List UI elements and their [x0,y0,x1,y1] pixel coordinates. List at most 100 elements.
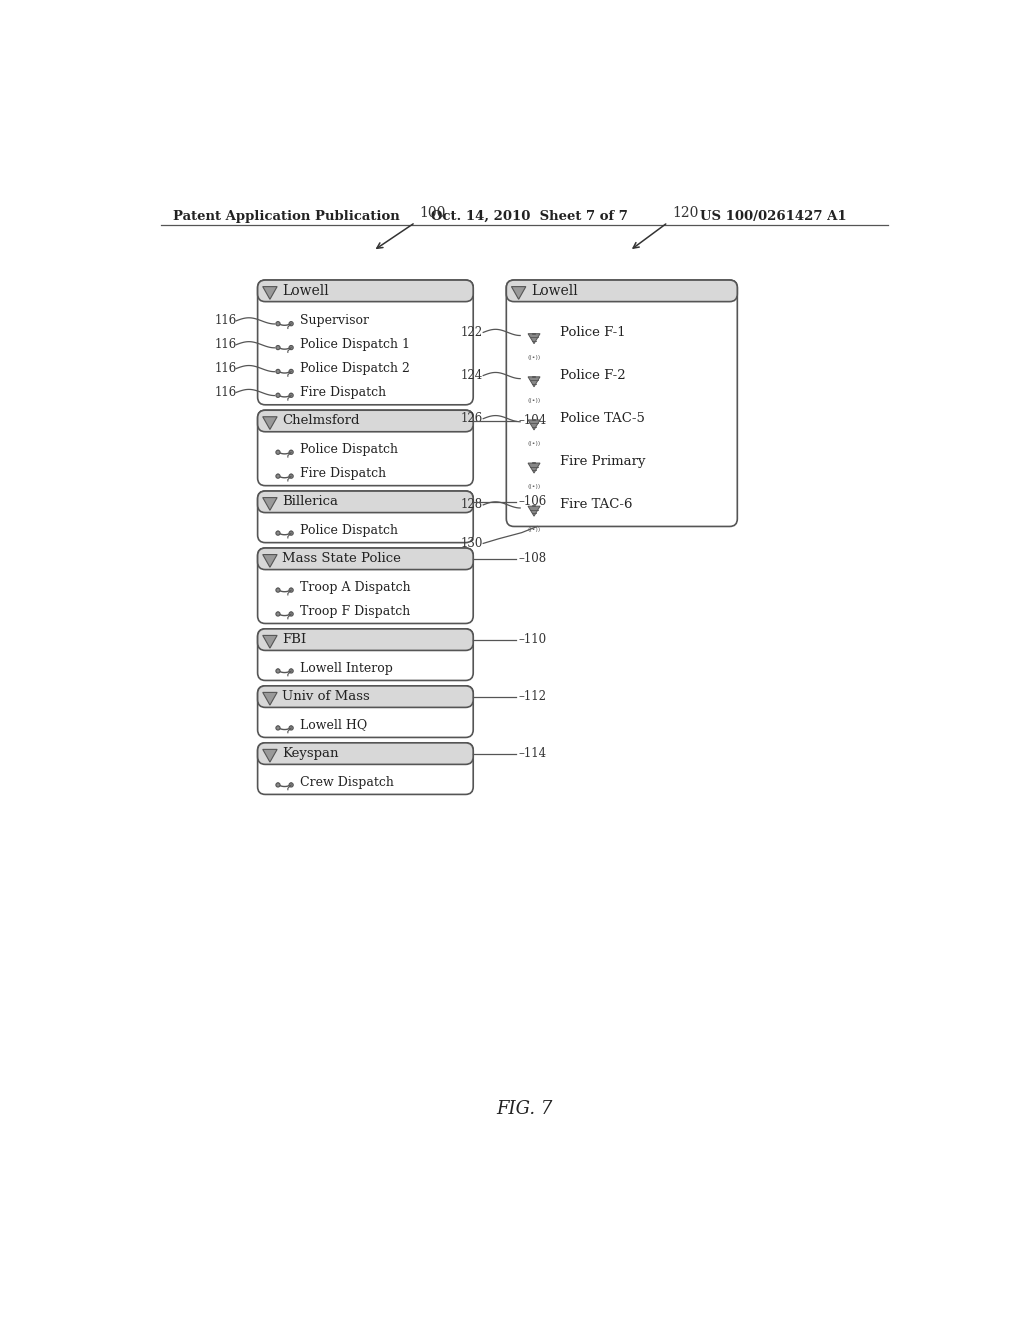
Polygon shape [528,506,540,516]
Circle shape [289,474,293,478]
Text: 116: 116 [214,385,237,399]
Text: Keyspan: Keyspan [283,747,339,760]
Text: Troop F Dispatch: Troop F Dispatch [300,605,411,618]
Circle shape [289,370,293,374]
Text: –108: –108 [518,552,547,565]
Polygon shape [263,286,278,300]
FancyBboxPatch shape [258,280,473,302]
Polygon shape [263,554,278,568]
Text: –112: –112 [518,690,547,704]
Text: Police F-1: Police F-1 [560,326,626,339]
Polygon shape [263,498,278,511]
Text: 116: 116 [214,362,237,375]
Polygon shape [528,463,540,473]
Text: Police Dispatch: Police Dispatch [300,524,398,537]
Circle shape [289,393,293,397]
Text: Fire Primary: Fire Primary [560,455,646,469]
Text: 122: 122 [461,326,482,339]
FancyBboxPatch shape [258,280,473,405]
Circle shape [275,669,280,673]
Circle shape [289,322,293,326]
Circle shape [275,783,280,787]
Text: –106: –106 [518,495,547,508]
Text: 100: 100 [419,206,445,220]
Text: ((•)): ((•)) [527,397,541,403]
Text: Police Dispatch 2: Police Dispatch 2 [300,362,410,375]
FancyBboxPatch shape [506,280,737,302]
FancyBboxPatch shape [258,491,473,543]
Text: ((•)): ((•)) [527,484,541,490]
Text: FBI: FBI [283,634,306,647]
Circle shape [289,783,293,787]
Polygon shape [263,750,278,762]
Text: FIG. 7: FIG. 7 [497,1101,553,1118]
Text: 126: 126 [461,412,482,425]
Circle shape [275,393,280,397]
FancyBboxPatch shape [258,686,473,738]
Text: 130: 130 [461,537,483,550]
FancyBboxPatch shape [258,628,473,681]
Polygon shape [528,376,540,387]
Circle shape [289,612,293,616]
Text: ((•)): ((•)) [527,527,541,532]
Text: Troop A Dispatch: Troop A Dispatch [300,581,411,594]
Text: ((•)): ((•)) [527,441,541,446]
Circle shape [275,531,280,535]
Text: Lowell: Lowell [531,284,578,298]
Polygon shape [263,417,278,429]
Text: Oct. 14, 2010  Sheet 7 of 7: Oct. 14, 2010 Sheet 7 of 7 [431,210,628,223]
Text: –114: –114 [518,747,547,760]
Text: 124: 124 [461,370,482,381]
Text: Patent Application Publication: Patent Application Publication [173,210,399,223]
Circle shape [275,726,280,730]
Circle shape [289,450,293,454]
Text: Police TAC-5: Police TAC-5 [560,412,645,425]
Text: 128: 128 [461,499,482,511]
Text: –104: –104 [518,414,547,428]
Text: Chelmsford: Chelmsford [283,414,359,428]
FancyBboxPatch shape [258,686,473,708]
Text: Univ of Mass: Univ of Mass [283,690,370,704]
Text: Police Dispatch 1: Police Dispatch 1 [300,338,410,351]
FancyBboxPatch shape [506,280,737,527]
Text: Crew Dispatch: Crew Dispatch [300,776,394,788]
Circle shape [275,587,280,593]
Text: Mass State Police: Mass State Police [283,552,401,565]
Polygon shape [263,635,278,648]
Text: Lowell: Lowell [283,284,329,298]
Circle shape [289,346,293,350]
Polygon shape [263,693,278,705]
Text: 120: 120 [672,206,698,220]
Text: Fire Dispatch: Fire Dispatch [300,385,386,399]
Text: Police Dispatch: Police Dispatch [300,444,398,455]
Text: Supervisor: Supervisor [300,314,369,327]
Text: Lowell HQ: Lowell HQ [300,718,368,731]
Text: ((•)): ((•)) [527,355,541,360]
Text: 116: 116 [214,338,237,351]
Circle shape [289,587,293,593]
Circle shape [275,346,280,350]
Text: Fire TAC-6: Fire TAC-6 [560,499,633,511]
Text: Billerica: Billerica [283,495,338,508]
FancyBboxPatch shape [258,548,473,570]
Circle shape [275,450,280,454]
Circle shape [289,669,293,673]
FancyBboxPatch shape [258,743,473,764]
Polygon shape [511,286,526,300]
Text: Fire Dispatch: Fire Dispatch [300,467,386,480]
FancyBboxPatch shape [258,491,473,512]
FancyBboxPatch shape [258,411,473,486]
FancyBboxPatch shape [258,743,473,795]
Text: 116: 116 [214,314,237,327]
Circle shape [275,322,280,326]
Text: Lowell Interop: Lowell Interop [300,661,393,675]
Circle shape [289,531,293,535]
FancyBboxPatch shape [258,628,473,651]
Circle shape [275,474,280,478]
Circle shape [289,726,293,730]
Text: Police F-2: Police F-2 [560,370,626,381]
Text: US 100/0261427 A1: US 100/0261427 A1 [700,210,847,223]
FancyBboxPatch shape [258,548,473,623]
FancyBboxPatch shape [258,411,473,432]
Polygon shape [528,420,540,430]
